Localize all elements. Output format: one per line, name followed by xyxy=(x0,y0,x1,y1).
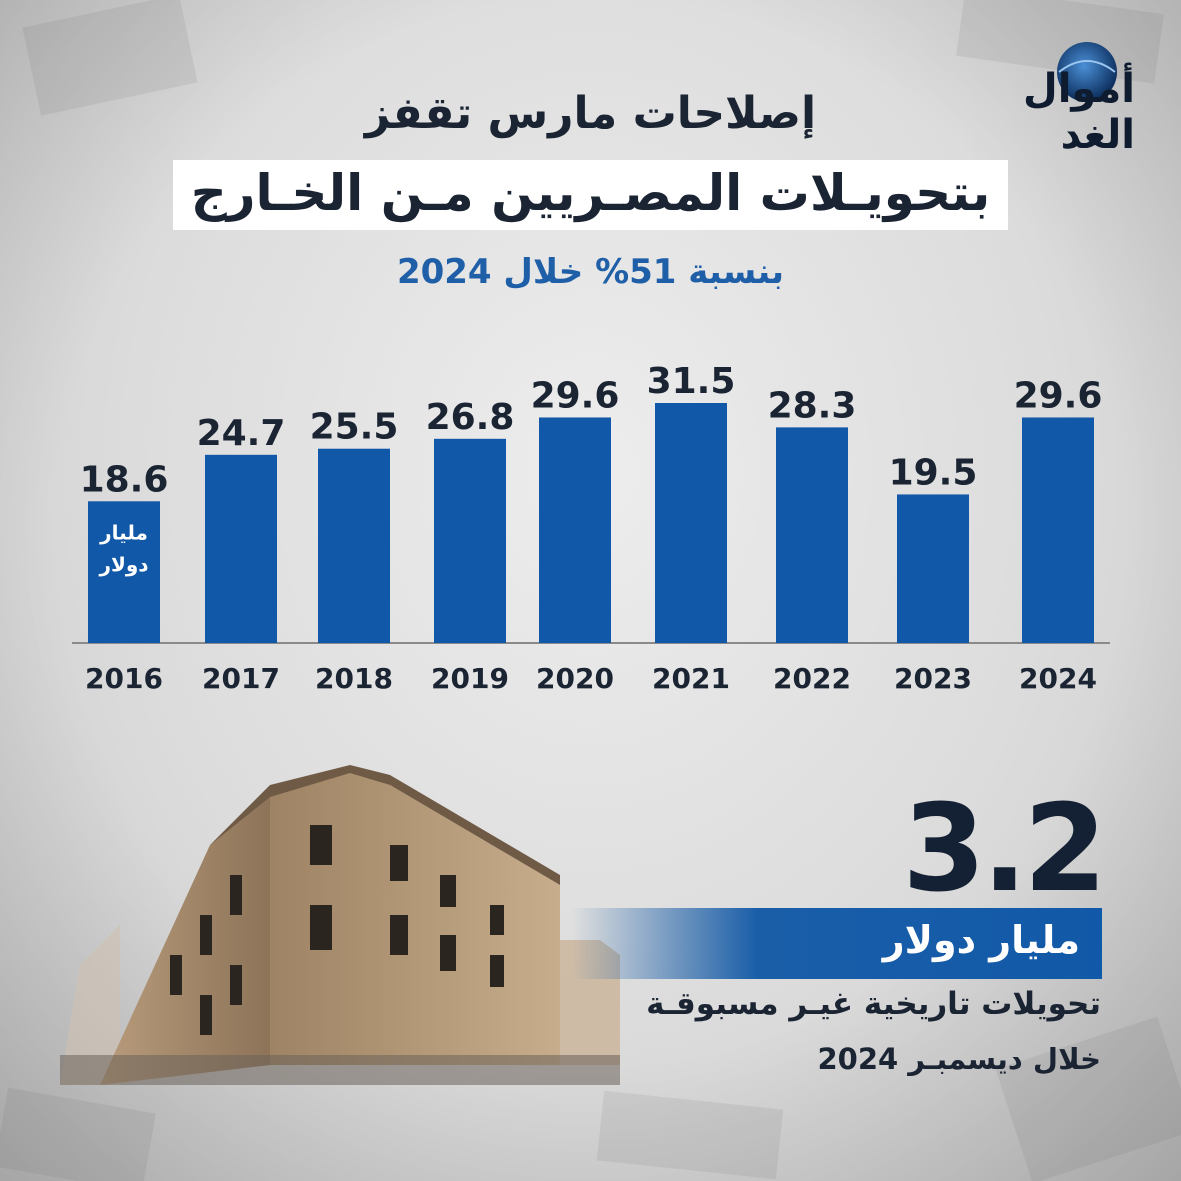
highlight-unit-band: مليار دولار xyxy=(572,908,1102,979)
central-bank-building-image xyxy=(60,765,620,1085)
bar-2016 xyxy=(88,501,160,643)
bar-2022 xyxy=(776,427,848,643)
highlight-description: تحويلات تاريخية غيـر مسبوقـة xyxy=(646,986,1101,1022)
bar-2017 xyxy=(205,454,277,643)
value-label-2023: 19.5 xyxy=(889,452,978,493)
x-tick-label-2023: 2023 xyxy=(894,662,972,695)
value-label-2019: 26.8 xyxy=(426,397,515,438)
x-tick-label-2024: 2024 xyxy=(1019,662,1097,695)
value-label-2016: 18.6 xyxy=(80,459,169,500)
brand-logo: أموال الغد xyxy=(995,30,1137,158)
highlight-period: خلال ديسمبـر 2024 xyxy=(817,1042,1101,1076)
x-tick-label-2017: 2017 xyxy=(202,662,280,695)
value-label-2020: 29.6 xyxy=(531,375,620,416)
bar-2020 xyxy=(539,417,611,643)
value-label-2022: 28.3 xyxy=(768,385,857,426)
highlight-unit: مليار دولار xyxy=(882,918,1080,962)
bar-2024 xyxy=(1022,417,1094,643)
bar-2019 xyxy=(434,438,506,643)
x-tick-label-2020: 2020 xyxy=(536,662,614,695)
bar-2021 xyxy=(655,403,727,643)
value-label-2018: 25.5 xyxy=(310,407,399,448)
value-label-2017: 24.7 xyxy=(197,413,286,454)
value-label-2021: 31.5 xyxy=(647,361,736,402)
x-tick-label-2016: 2016 xyxy=(85,662,163,695)
unit-label-line-2: دولار xyxy=(98,552,148,576)
remittances-bar-chart: 18.6 2016 مليار دولار 24.7 2017 25.5 2018 26.8 20… xyxy=(72,361,1110,695)
highlight-value: 3.2 xyxy=(902,780,1107,919)
unit-label-line-1: مليار xyxy=(99,520,148,544)
x-tick-label-2022: 2022 xyxy=(773,662,851,695)
logo-globe-icon xyxy=(1057,42,1117,102)
x-tick-label-2018: 2018 xyxy=(315,662,393,695)
x-tick-label-2021: 2021 xyxy=(652,662,730,695)
value-label-2024: 29.6 xyxy=(1014,375,1103,416)
bar-2023 xyxy=(897,494,969,643)
headline-line-2: بتحويـلات المصـريين مـن الخـارج xyxy=(172,160,1009,230)
x-tick-label-2019: 2019 xyxy=(431,662,509,695)
headline-subtitle: بنسبة 51% خلال 2024 xyxy=(396,252,785,292)
logo-text: أموال الغد xyxy=(1023,66,1137,158)
bar-2018 xyxy=(318,448,390,643)
headline-line-1: إصلاحات مارس تقفز xyxy=(364,88,817,139)
